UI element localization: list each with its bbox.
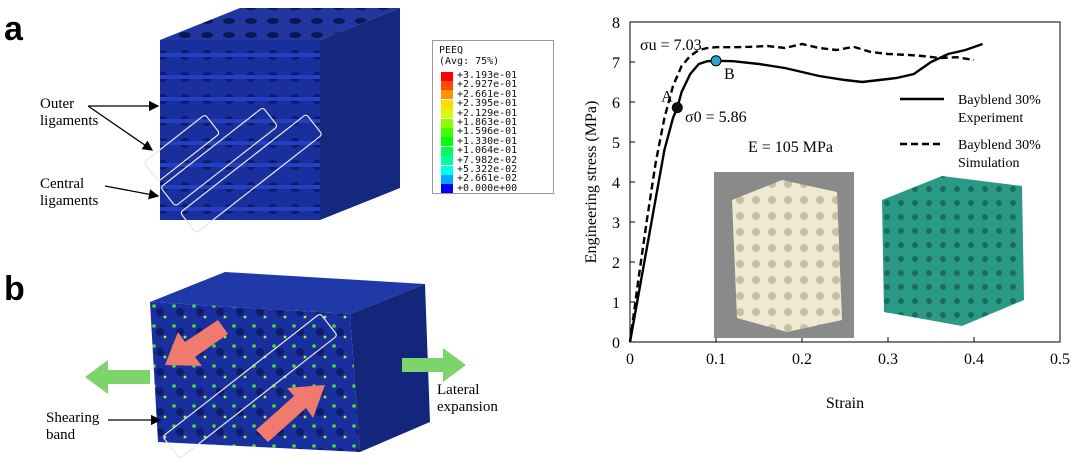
legend-swatch: [441, 71, 453, 81]
shearing-band-label: Shearing band: [46, 410, 99, 444]
point-label-A: A: [661, 89, 673, 106]
legend-row: +2.661e-02: [441, 174, 517, 184]
y-tick-label: 7: [612, 55, 620, 72]
outer-ligaments-label: Outer ligaments: [40, 96, 98, 130]
legend-row: +2.129e-01: [441, 107, 518, 119]
sigma-u-annotation: σu = 7.03: [640, 37, 702, 54]
legend-value: +1.064e-01: [457, 145, 518, 157]
legend-value: +2.395e-01: [457, 98, 518, 110]
point-label-B: B: [724, 66, 735, 83]
legend-value: +1.596e-01: [457, 126, 518, 138]
legend-row: +2.927e-01: [441, 80, 517, 90]
right-expansion-arrow: [402, 348, 466, 382]
outer-label-line1: Outer: [40, 96, 75, 112]
panel-b-arrows: [85, 320, 466, 442]
legend-value: +1.330e-01: [457, 135, 518, 147]
sigma-0-annotation: σ0 = 5.86: [685, 109, 747, 126]
y-tick-label: 4: [612, 175, 620, 192]
legend-experiment-line2: Experiment: [958, 111, 1023, 126]
y-tick-label: 1: [612, 295, 620, 312]
panel-a-letter: a: [4, 10, 23, 48]
legend-swatch: [441, 137, 453, 147]
x-tick-label: 0.2: [792, 351, 812, 368]
left-expansion-arrow: [85, 360, 150, 394]
legend-swatch: [441, 118, 453, 128]
shear-label-line1: Shearing: [46, 410, 100, 426]
lateral-label-line1: Lateral: [437, 382, 480, 398]
legend-value: +7.982e-02: [457, 154, 518, 166]
legend-swatch: [441, 127, 453, 137]
legend-title-line1: PEEQ: [439, 45, 464, 56]
shear-arrow-lower: [256, 385, 325, 442]
y-tick-label: 8: [612, 15, 620, 32]
legend-value: +0.000e+00: [457, 182, 518, 194]
legend-swatch: [441, 90, 453, 100]
point-B: [710, 55, 722, 67]
y-tick-label: 2: [612, 255, 620, 272]
legend-swatch: [441, 99, 453, 109]
y-tick-label: 6: [612, 95, 620, 112]
peeq-legend: PEEQ (Avg: 75%) +3.193e-01 +2.927e-01 +2.6…: [432, 40, 554, 194]
panel-b-letter: b: [4, 270, 25, 308]
legend-row: +5.322e-02: [441, 165, 517, 175]
legend-simulation-line1: Bayblend 30%: [958, 138, 1041, 153]
legend-value: +2.661e-01: [457, 88, 518, 100]
legend-swatch: [441, 80, 453, 90]
central-label-line2: ligaments: [40, 193, 99, 209]
legend-title-line2: (Avg: 75%): [439, 56, 500, 67]
lateral-label-line2: expansion: [437, 399, 498, 415]
legend-swatch: [441, 174, 453, 184]
series-line-simulation: [628, 42, 975, 343]
legend-row: +1.596e-01: [441, 127, 517, 137]
shear-arrow-upper: [165, 320, 228, 366]
stress-strain-chart: 0 0.1 0.2 0.3 0.4 0.5 0 1 2 3 4 5 6 7 8 Strain Enginee…: [583, 15, 1070, 412]
sample-photo-cube: [732, 180, 842, 332]
legend-swatch: [441, 109, 453, 119]
x-tick-label: 0.3: [878, 351, 898, 368]
panel-a-pointers: [87, 100, 160, 200]
y-tick-label: 3: [612, 215, 620, 232]
legend-row: +2.395e-01: [441, 99, 517, 109]
legend-row: +2.661e-01: [441, 88, 518, 100]
legend-row: +7.982e-02: [441, 154, 518, 166]
x-tick-label: 0.5: [1050, 351, 1070, 368]
legend-title: PEEQ (Avg: 75%): [439, 45, 499, 67]
legend-row: +1.064e-01: [441, 146, 517, 156]
series-line-experiment: [628, 42, 983, 343]
y-axis-title: Engineering stress (MPa): [583, 101, 600, 264]
x-tick-label: 0.4: [964, 351, 984, 368]
legend-swatch: [441, 165, 453, 175]
lateral-expansion-label: Lateral expansion: [437, 382, 498, 416]
legend-experiment-line1: Bayblend 30%: [958, 93, 1041, 108]
legend-row: +1.330e-01: [441, 135, 518, 147]
legend-row: +0.000e+00: [441, 182, 518, 194]
legend-row: +1.863e-01: [441, 118, 517, 128]
legend-swatch: [441, 146, 453, 156]
x-tick-label: 0.1: [706, 351, 726, 368]
legend-simulation-line2: Simulation: [958, 156, 1019, 171]
outer-label-line2: ligaments: [40, 113, 99, 129]
legend-value: +2.927e-01: [457, 79, 518, 91]
legend-row: +3.193e-01: [441, 71, 517, 81]
legend-value: +3.193e-01: [457, 70, 518, 81]
shear-label-line2: band: [46, 427, 76, 443]
x-axis-title: Strain: [826, 395, 864, 412]
modulus-annotation: E = 105 MPa: [748, 139, 833, 156]
y-tick-label: 5: [612, 135, 620, 152]
cube-a-image: [130, 0, 430, 240]
y-tick-label: 0: [612, 335, 620, 352]
legend-value: +2.661e-02: [457, 173, 518, 185]
legend-value: +1.863e-01: [457, 117, 518, 128]
central-ligaments-label: Central ligaments: [40, 176, 98, 210]
central-label-line1: Central: [40, 176, 85, 192]
simulation-cube-image: [882, 176, 1024, 326]
legend-swatch: [441, 184, 453, 194]
legend-swatch: [441, 156, 453, 166]
x-tick-label: 0: [626, 351, 634, 368]
legend-value: +5.322e-02: [457, 164, 518, 175]
point-A: [671, 102, 683, 114]
legend-value: +2.129e-01: [457, 107, 518, 119]
